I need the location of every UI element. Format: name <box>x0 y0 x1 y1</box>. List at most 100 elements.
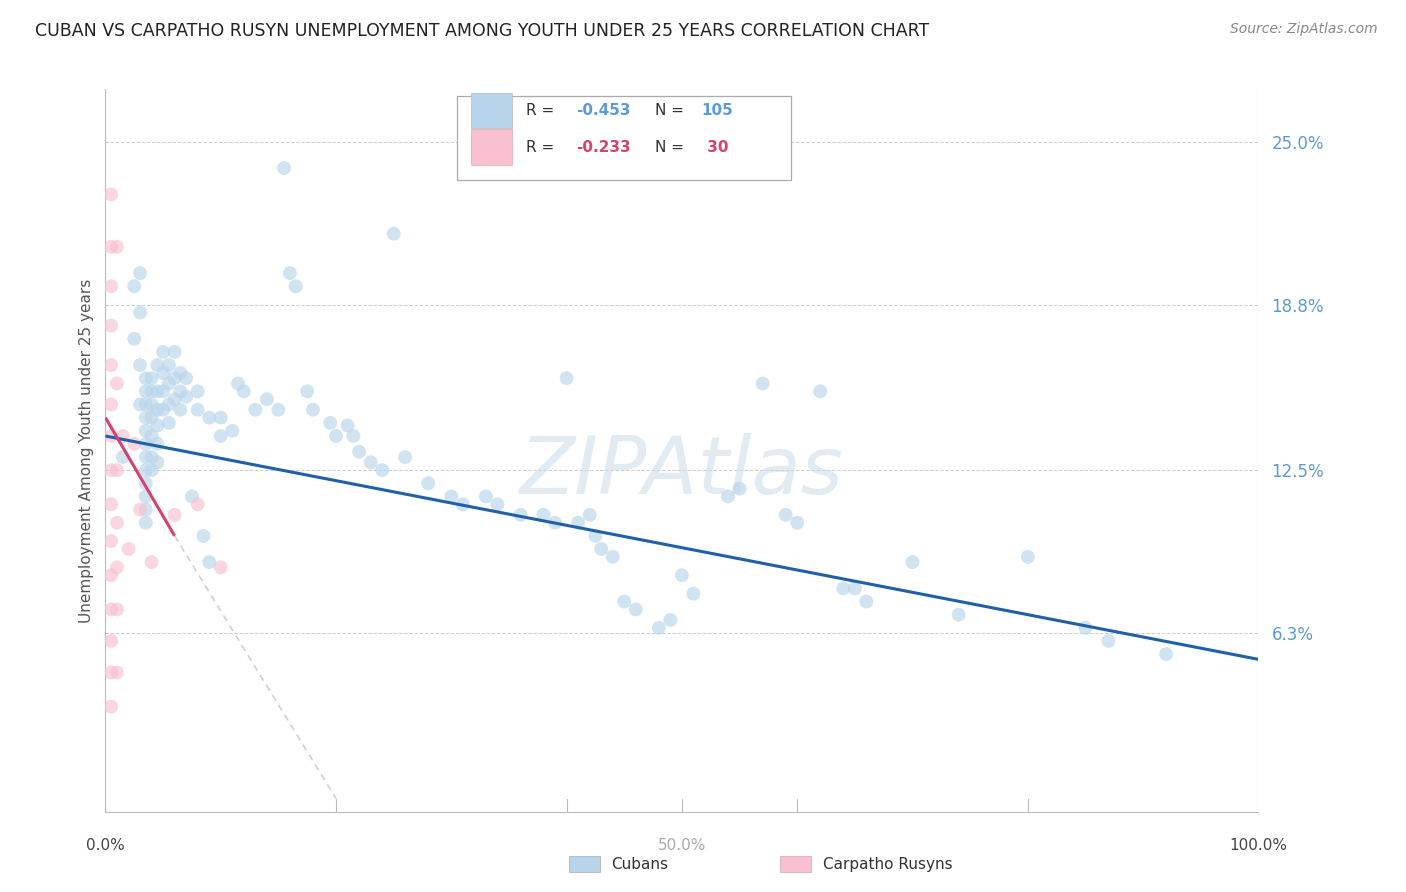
Point <box>808 384 831 399</box>
Point <box>567 516 589 530</box>
Point <box>451 497 474 511</box>
Point <box>394 450 416 464</box>
Point <box>100 187 122 202</box>
Point <box>141 429 163 443</box>
Point <box>117 541 139 556</box>
Point <box>273 161 295 175</box>
Text: R =: R = <box>526 103 560 118</box>
Point <box>111 450 134 464</box>
Point <box>124 437 146 451</box>
Point <box>105 602 128 616</box>
Point <box>124 332 146 346</box>
Point <box>169 402 191 417</box>
Point <box>336 418 359 433</box>
Point <box>100 463 122 477</box>
Point <box>105 463 128 477</box>
Point <box>135 437 157 451</box>
Point <box>135 463 157 477</box>
Point <box>325 429 347 443</box>
Point <box>671 568 693 582</box>
Point <box>297 384 319 399</box>
Point <box>163 345 186 359</box>
Point <box>187 384 209 399</box>
Point <box>342 429 364 443</box>
Point <box>187 402 209 417</box>
Point <box>129 358 152 372</box>
Point <box>135 450 157 464</box>
Point <box>146 437 169 451</box>
Point <box>267 402 290 417</box>
Point <box>163 371 186 385</box>
Text: Source: ZipAtlas.com: Source: ZipAtlas.com <box>1230 22 1378 37</box>
Point <box>135 371 157 385</box>
Point <box>146 384 169 399</box>
Point <box>157 358 180 372</box>
Point <box>157 376 180 391</box>
Point <box>135 384 157 399</box>
Bar <box>780 856 811 872</box>
Point <box>1154 647 1177 661</box>
Point <box>169 384 191 399</box>
Point <box>135 502 157 516</box>
Point <box>100 634 122 648</box>
Point <box>578 508 600 522</box>
Point <box>948 607 970 622</box>
Point <box>135 410 157 425</box>
Text: ZIPAtlas: ZIPAtlas <box>520 434 844 511</box>
Point <box>100 279 122 293</box>
Point <box>105 376 128 391</box>
Point <box>152 366 174 380</box>
Point <box>157 397 180 411</box>
Point <box>187 497 209 511</box>
Point <box>146 402 169 417</box>
Point <box>1017 549 1039 564</box>
Point <box>209 560 232 574</box>
Point <box>613 594 636 608</box>
Point <box>141 463 163 477</box>
Point <box>440 490 463 504</box>
Point <box>682 587 704 601</box>
Point <box>141 450 163 464</box>
Point <box>844 582 866 596</box>
Point <box>198 555 221 569</box>
Point <box>141 384 163 399</box>
Point <box>198 410 221 425</box>
Point <box>141 371 163 385</box>
Point <box>486 497 509 511</box>
Point <box>135 424 157 438</box>
Point <box>100 497 122 511</box>
Point <box>105 240 128 254</box>
Point <box>717 490 740 504</box>
Point <box>174 390 197 404</box>
Point <box>135 476 157 491</box>
Point <box>256 392 278 407</box>
Point <box>555 371 578 385</box>
Point <box>659 613 682 627</box>
Text: Cubans: Cubans <box>612 857 669 871</box>
Bar <box>471 93 512 128</box>
Text: 100.0%: 100.0% <box>1229 838 1288 853</box>
Point <box>624 602 647 616</box>
Text: 30: 30 <box>702 140 728 154</box>
Point <box>163 392 186 407</box>
Point <box>193 529 215 543</box>
Point <box>347 444 370 458</box>
Text: -0.233: -0.233 <box>576 140 630 154</box>
Point <box>146 455 169 469</box>
Point <box>221 424 243 438</box>
Point <box>533 508 555 522</box>
Point <box>146 418 169 433</box>
Point <box>100 534 122 549</box>
Text: CUBAN VS CARPATHO RUSYN UNEMPLOYMENT AMONG YOUTH UNDER 25 YEARS CORRELATION CHAR: CUBAN VS CARPATHO RUSYN UNEMPLOYMENT AMO… <box>35 22 929 40</box>
Text: 0.0%: 0.0% <box>86 838 125 853</box>
Text: N =: N = <box>655 103 689 118</box>
Point <box>141 555 163 569</box>
Point <box>855 594 877 608</box>
Text: R =: R = <box>526 140 560 154</box>
Point <box>157 416 180 430</box>
Point <box>129 502 152 516</box>
Point <box>141 397 163 411</box>
Point <box>141 410 163 425</box>
Point <box>832 582 855 596</box>
Text: N =: N = <box>655 140 689 154</box>
